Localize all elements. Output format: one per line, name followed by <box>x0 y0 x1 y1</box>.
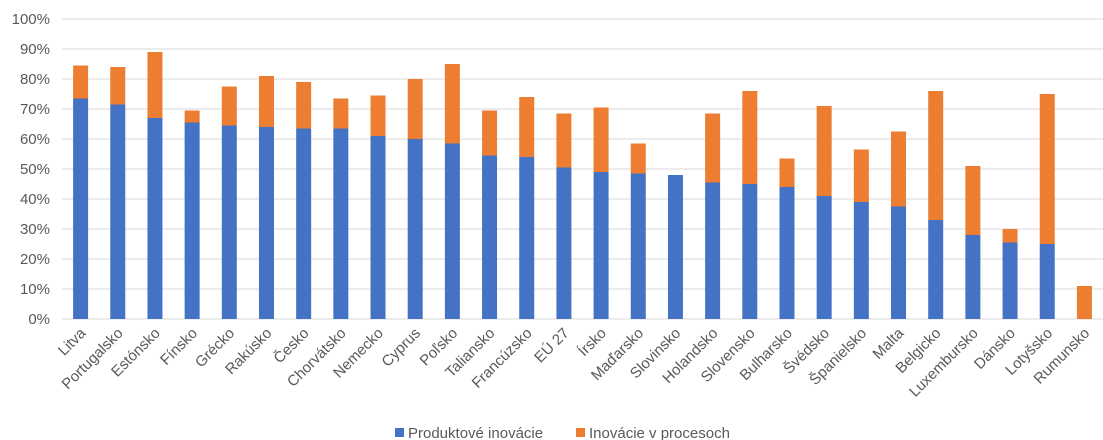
bar-segment-produktove <box>519 157 535 319</box>
bar-segment-procesy <box>444 64 460 144</box>
bar-segment-procesy <box>258 76 274 127</box>
y-tick-label: 30% <box>20 221 50 238</box>
bar-segment-procesy <box>296 82 312 129</box>
legend-swatch-inovacie-v-procesoch <box>576 428 585 437</box>
bar-segment-produktove <box>556 167 572 319</box>
bar-segment-produktove <box>296 128 312 319</box>
bar-segment-produktove <box>147 118 163 319</box>
bar-segment-procesy <box>221 86 237 126</box>
bar-segment-produktove <box>705 182 721 319</box>
bar-segment-procesy <box>110 67 126 105</box>
legend-swatch-produktove-inovacie <box>395 428 404 437</box>
legend-label-inovacie-v-procesoch: Inovácie v procesoch <box>589 425 730 440</box>
bar-segment-procesy <box>519 97 535 157</box>
y-tick-label: 50% <box>20 161 50 178</box>
y-tick-label: 40% <box>20 191 50 208</box>
bar-segment-produktove <box>110 104 126 319</box>
bar-segment-procesy <box>779 158 795 187</box>
gridlines <box>62 18 1103 320</box>
y-tick-label: 20% <box>20 251 50 268</box>
bar-segment-produktove <box>593 172 609 319</box>
bar-segment-procesy <box>965 166 981 235</box>
y-tick-label: 70% <box>20 101 50 118</box>
bar-segment-procesy <box>816 106 832 196</box>
bar-segment-produktove <box>667 175 683 319</box>
bar-segment-procesy <box>482 110 498 156</box>
legend: Produktové inovácie Inovácie v procesoch <box>395 425 730 440</box>
bar-segment-produktove <box>965 235 981 319</box>
bar-segment-produktove <box>184 122 200 319</box>
x-category-label: EÚ 27 <box>531 325 573 367</box>
bar-segment-procesy <box>742 91 758 184</box>
bar-segment-procesy <box>370 95 386 136</box>
bar-segment-procesy <box>1039 94 1055 244</box>
bar-segment-procesy <box>73 65 89 99</box>
bar-segment-produktove <box>742 184 758 319</box>
bar-segment-procesy <box>853 149 869 202</box>
bar-segment-produktove <box>1039 244 1055 319</box>
bar-segment-produktove <box>779 187 795 319</box>
bar-segment-produktove <box>258 127 274 319</box>
bar-segment-procesy <box>1002 229 1018 243</box>
bar-segment-produktove <box>1002 242 1018 319</box>
bar-segment-procesy <box>184 110 200 123</box>
bars <box>73 52 1092 319</box>
bar-segment-procesy <box>705 113 721 183</box>
x-axis: LitvaPortugalskoEstónskoFínskoGréckoRakú… <box>55 324 1093 400</box>
y-axis: 0% 10% 20% 30% 40% 50% 60% 70% 80% 90% 100% <box>12 11 50 328</box>
bar-segment-produktove <box>407 139 423 319</box>
bar-segment-produktove <box>73 98 89 319</box>
bar-segment-produktove <box>221 125 237 319</box>
bar-segment-procesy <box>928 91 944 220</box>
y-tick-label: 80% <box>20 71 50 88</box>
y-tick-label: 90% <box>20 41 50 58</box>
bar-segment-procesy <box>333 98 349 129</box>
bar-segment-produktove <box>333 128 349 319</box>
bar-segment-procesy <box>407 79 423 139</box>
bar-segment-produktove <box>928 220 944 319</box>
bar-segment-procesy <box>147 52 163 118</box>
y-tick-label: 100% <box>12 11 50 28</box>
bar-segment-procesy <box>556 113 572 168</box>
x-category-label: Cyprus <box>378 325 424 371</box>
bar-segment-produktove <box>482 155 498 319</box>
bar-segment-produktove <box>444 143 460 319</box>
y-tick-label: 0% <box>28 311 50 328</box>
bar-segment-produktove <box>853 202 869 319</box>
bar-segment-procesy <box>593 107 609 172</box>
bar-segment-procesy <box>1076 286 1092 319</box>
bar-segment-produktove <box>816 196 832 319</box>
y-tick-label: 10% <box>20 281 50 298</box>
bar-segment-produktove <box>370 136 386 319</box>
bar-segment-procesy <box>630 143 646 174</box>
bar-segment-produktove <box>630 173 646 319</box>
y-tick-label: 60% <box>20 131 50 148</box>
bar-segment-produktove <box>891 206 907 319</box>
legend-label-produktove-inovacie: Produktové inovácie <box>408 425 543 440</box>
bar-segment-procesy <box>891 131 907 207</box>
